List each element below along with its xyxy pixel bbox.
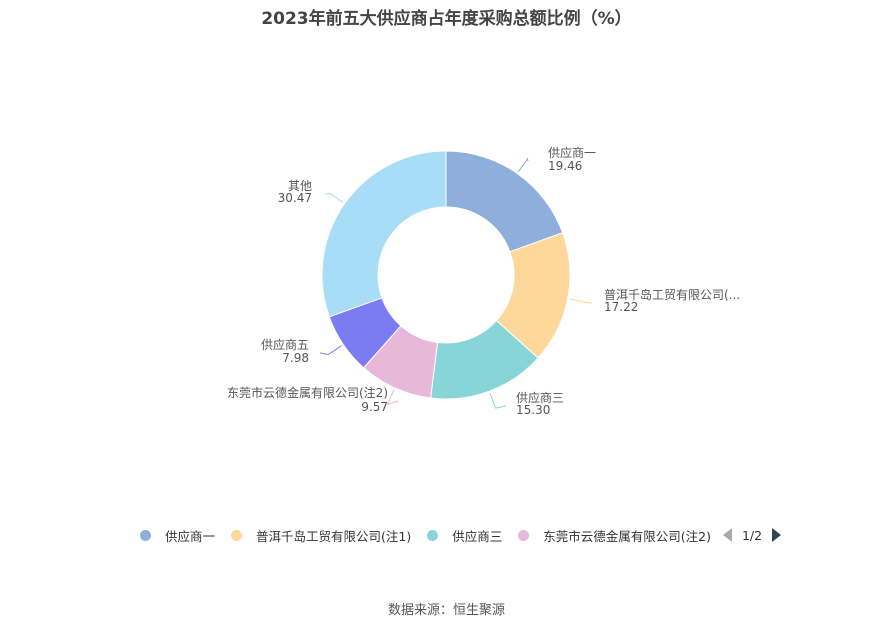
leader-line-3	[386, 389, 399, 406]
legend-item-1[interactable]: 普洱千岛工贸有限公司(注1)	[231, 526, 411, 545]
legend-dot-0	[140, 529, 151, 541]
legend-label-3: 东莞市云德金属有限公司(注2)	[543, 528, 711, 544]
legend-item-2[interactable]: 供应商三	[427, 526, 502, 545]
leader-line-1	[569, 298, 593, 304]
legend-prev-icon[interactable]	[722, 528, 732, 542]
data-source: 数据来源：恒生聚源	[387, 603, 505, 618]
leader-line-0	[517, 157, 529, 173]
slice-value-1: 17.22	[604, 300, 638, 314]
legend-label-2: 供应商三	[452, 528, 503, 544]
slice-value-4: 7.98	[282, 351, 309, 365]
slice-label-2: 供应商三	[516, 390, 564, 405]
legend-pager: 1/2	[722, 527, 782, 543]
legend-dot-3	[518, 529, 530, 541]
leader-line-2	[489, 392, 507, 409]
leader-line-5	[325, 192, 344, 203]
slice-label-1: 普洱千岛工贸有限公司(...	[604, 287, 740, 302]
legend-item-0[interactable]: 供应商一	[140, 526, 215, 545]
slice-0[interactable]	[445, 150, 564, 253]
slice-label-4: 供应商五	[261, 337, 309, 352]
slice-label-5: 其他	[288, 179, 312, 193]
legend-item-3[interactable]: 东莞市云德金属有限公司(注2)	[518, 526, 711, 545]
slice-5[interactable]	[321, 150, 447, 318]
chart-title: 2023年前五大供应商占年度采购总额比例（%）	[261, 9, 632, 29]
slice-label-0: 供应商一	[548, 145, 596, 160]
legend-label-1: 普洱千岛工贸有限公司(注1)	[256, 528, 412, 544]
leader-line-4	[319, 345, 342, 356]
slice-value-2: 15.30	[516, 403, 550, 417]
slice-value-0: 19.46	[548, 159, 582, 173]
legend-dot-2	[427, 529, 439, 541]
legend: 供应商一 普洱千岛工贸有限公司(注1) 供应商三 东莞市云德金属有限公司(注2)…	[140, 526, 782, 545]
slice-value-3: 9.57	[361, 400, 388, 414]
legend-dot-1	[231, 529, 243, 541]
legend-next-icon[interactable]	[772, 528, 782, 542]
legend-page-indicator: 1/2	[741, 527, 763, 543]
slice-value-5: 30.47	[278, 191, 312, 205]
slice-label-3: 东莞市云德金属有限公司(注2)	[227, 385, 388, 400]
legend-label-0: 供应商一	[165, 528, 216, 544]
